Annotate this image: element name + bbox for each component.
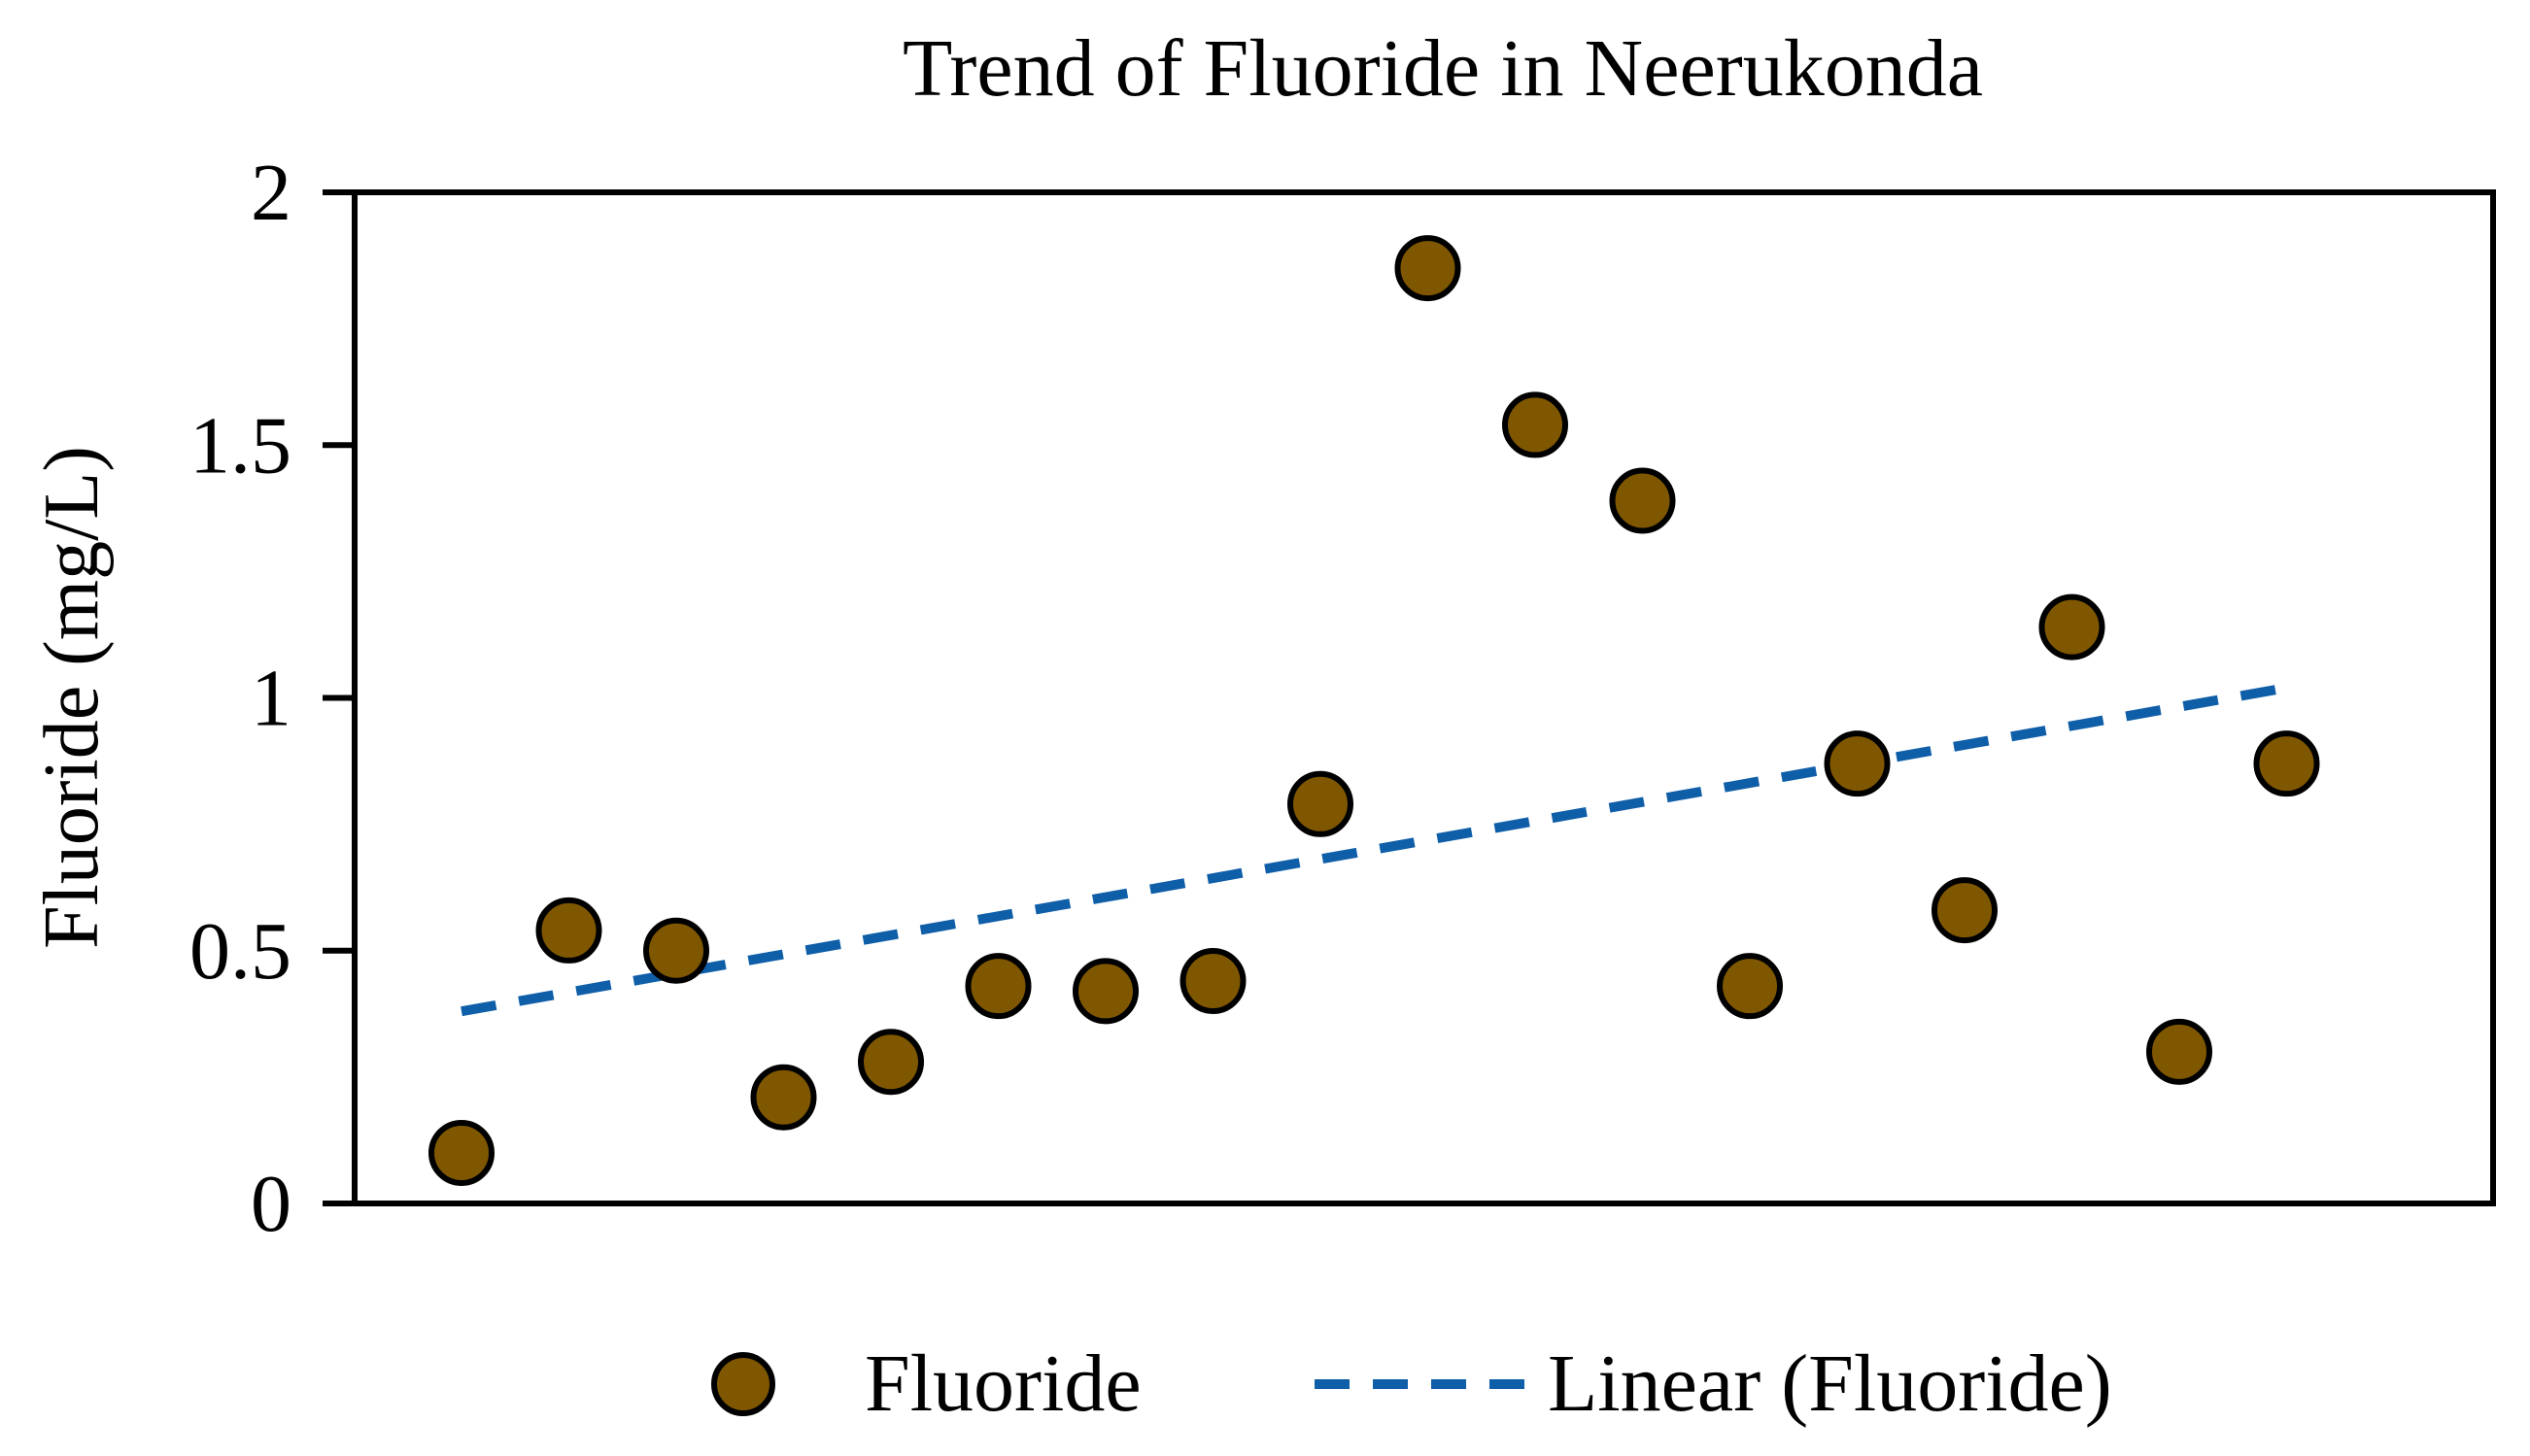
data-point	[1287, 770, 1353, 837]
legend: Fluoride Linear (Fluoride)	[711, 1338, 2112, 1429]
data-point	[1932, 877, 1998, 944]
data-point	[965, 953, 1032, 1020]
points-layer	[428, 235, 2320, 1186]
y-tick-label: 2	[251, 148, 291, 238]
legend-trendline-label: Linear (Fluoride)	[1548, 1338, 2112, 1429]
data-point	[1180, 947, 1247, 1014]
data-point	[1394, 235, 1461, 302]
data-point	[2146, 1018, 2212, 1085]
data-point	[1609, 467, 1676, 534]
data-point	[535, 897, 602, 964]
data-point	[643, 917, 709, 984]
data-point	[2038, 593, 2105, 660]
data-point	[1717, 953, 1783, 1020]
trendline-layer	[461, 683, 2288, 1017]
legend-fluoride-label: Fluoride	[865, 1338, 1142, 1429]
legend-fluoride-marker	[711, 1352, 775, 1416]
plot-area	[355, 192, 2493, 1203]
data-point	[1824, 730, 1891, 797]
y-axis-label: Fluoride (mg/L)	[29, 446, 115, 949]
plot-frame	[352, 189, 2496, 1206]
chart-title: Trend of Fluoride in Neerukonda	[903, 23, 1983, 114]
y-ticks: 0 0.5 1 1.5 2	[189, 148, 355, 1249]
y-tick-label: 1.5	[189, 400, 291, 491]
data-point	[858, 1029, 924, 1096]
data-point	[428, 1119, 495, 1186]
y-tick-label: 1	[251, 654, 291, 744]
data-point	[1073, 958, 1139, 1025]
data-point	[750, 1064, 817, 1131]
y-tick-label: 0	[251, 1159, 291, 1249]
data-point	[1502, 391, 1568, 458]
y-tick-label: 0.5	[189, 906, 291, 997]
trendline	[461, 683, 2288, 1017]
data-point	[2253, 730, 2320, 797]
